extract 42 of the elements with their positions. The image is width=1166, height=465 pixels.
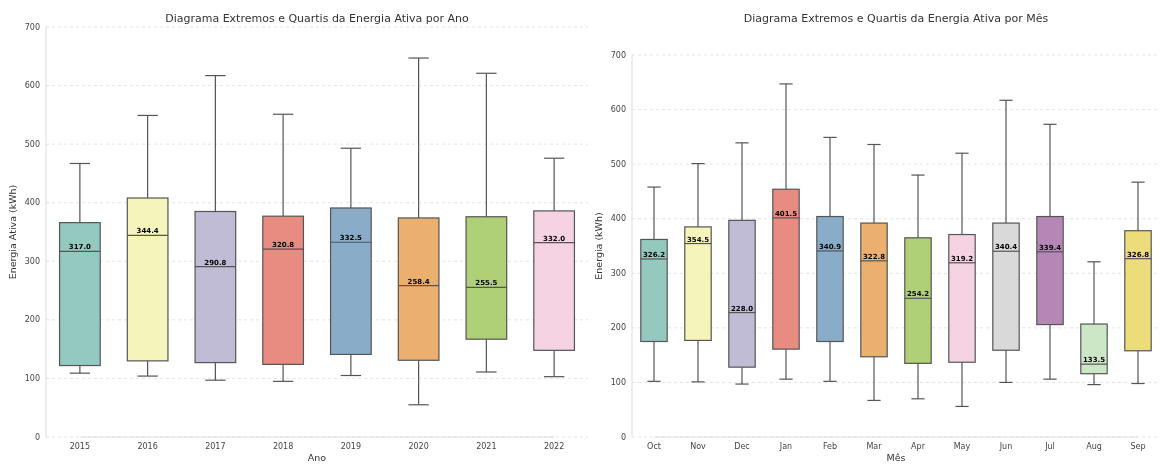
y-tick-label: 200 [610,323,626,333]
x-tick-label: Feb [822,442,838,451]
y-tick-label: 0 [34,432,40,442]
x-tick-label: 2022 [543,442,565,451]
x-tick-label: Mar [866,442,883,451]
x-tick-label: Jun [998,442,1013,451]
y-tick-label: 400 [610,214,626,224]
y-tick-label: 700 [610,50,626,60]
x-axis-title: Mês [886,452,906,463]
y-tick-label: 600 [24,81,40,91]
x-tick-label: 2018 [272,442,294,451]
x-tick-label: 2019 [340,442,362,451]
y-axis-title: Energia (kWh) [593,212,604,280]
chart-title: Diagrama Extremos e Quartis da Energia Ativa por Ano [165,12,470,25]
y-tick-label: 500 [24,139,40,149]
x-tick-label: 2015 [69,442,91,451]
y-tick-label: 0 [620,432,626,442]
y-tick-label: 500 [610,159,626,169]
y-tick-label: 200 [24,315,40,325]
x-tick-label: Apr [911,442,926,451]
x-axis-title: Ano [307,452,327,463]
x-tick-label: 2020 [408,442,429,451]
x-tick-label: Aug [1086,442,1102,451]
x-tick-label: Nov [690,442,707,451]
x-tick-label: 2021 [476,442,497,451]
y-tick-label: 600 [610,105,626,115]
y-tick-label: 100 [610,377,626,387]
x-tick-label: Dec [734,442,750,451]
x-tick-label: 2016 [137,442,158,451]
chart-title: Diagrama Extremos e Quartis da Energia Ativa por Mês [743,12,1049,25]
x-tick-label: May [953,442,971,451]
y-tick-label: 700 [24,22,40,32]
y-tick-label: 300 [610,268,626,278]
y-tick-label: 300 [24,256,40,266]
y-tick-label: 100 [24,373,40,383]
y-axis-title: Energia Ativa (kWh) [7,184,18,280]
x-tick-label: Jan [778,442,793,451]
x-tick-label: Oct [647,442,661,451]
y-tick-label: 400 [24,198,40,208]
x-tick-label: Sep [1130,442,1146,451]
x-tick-label: 2017 [205,442,226,451]
x-tick-label: Jul [1044,442,1055,451]
